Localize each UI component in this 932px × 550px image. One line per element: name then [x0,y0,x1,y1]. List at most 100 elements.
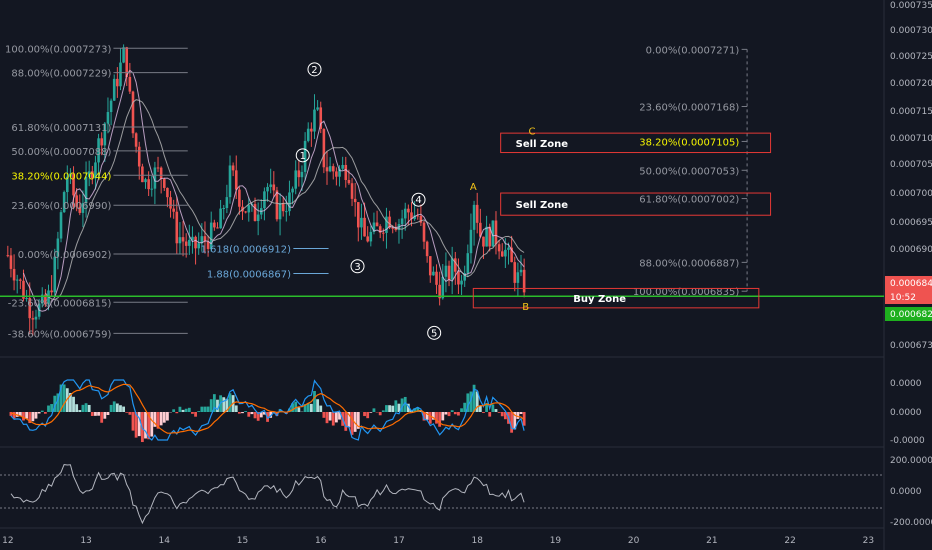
macd-histogram-bar [469,391,473,412]
macd-histogram-bar [472,384,476,412]
candle-body [153,167,157,189]
cci-pane[interactable] [0,464,884,525]
candle-body [485,226,488,247]
macd-histogram-bar [191,412,194,414]
macd-histogram-bar [175,412,179,414]
candle-body [441,276,445,299]
macd-histogram-bar [303,404,307,412]
candle-body [432,271,435,276]
candle-body [159,167,163,179]
candle-body [316,107,319,110]
candle-body [231,165,235,171]
candle-body [272,184,276,191]
fib-right-label: 23.60%(0.0007168) [639,103,739,114]
wave-label: 1 [300,151,306,162]
time-axis-label: 17 [393,536,404,546]
macd-histogram-bar [69,392,72,412]
macd-histogram-bar [313,390,316,412]
fib-right-label: 0.00%(0.0007271) [646,45,740,56]
candle-body [306,128,310,141]
price-axis-label: 0.0006845 [890,279,932,289]
wave-label: 3 [354,262,360,273]
macd-histogram-bar [50,404,54,412]
candle-body [416,215,420,217]
candle-body [488,226,492,247]
candle-body [479,222,482,237]
macd-histogram-bar [178,406,182,412]
macd-histogram-bar [413,408,417,412]
macd-histogram-bar [475,391,479,412]
ma-fast-line [23,69,525,312]
candle-body [100,138,103,146]
candle-body [91,171,94,179]
candle-body [347,179,351,184]
macd-histogram-bar [209,399,213,412]
macd-histogram-bar [450,410,454,412]
candle-body [56,238,60,257]
macd-histogram-bar [435,412,438,424]
candle-body [122,47,125,63]
candle-body [294,170,298,189]
macd-signal-line [10,383,525,434]
candle-body [428,256,432,276]
candle-body [188,239,191,246]
time-axis-label: 19 [550,536,562,546]
candle-body [216,227,219,229]
candle-body [303,140,307,172]
candle-body [59,212,63,239]
macd-histogram-bar [203,406,207,412]
macd-histogram-bar [159,412,163,426]
candle-body [253,204,257,222]
price-axis-label: 10:52 [890,293,916,303]
macd-histogram-bar [497,412,501,413]
candle-body [450,258,454,280]
fib-right-label: 61.80%(0.0007002) [639,195,739,206]
macd-histogram-bar [397,403,401,412]
trade-zone-label: Sell Zone [516,139,569,150]
candle-body [297,170,301,178]
candle-body [156,167,160,169]
candle-body [350,183,354,199]
fib-right-label: 50.00%(0.0007053) [639,166,739,177]
macd-histogram-bar [137,412,141,437]
fib-left-label: 23.60%(0.0006990) [11,201,111,212]
candle-body [172,208,175,212]
macd-histogram-bar [62,384,66,412]
candle-body [281,202,285,212]
candle-body [169,197,172,209]
candle-body [425,241,429,257]
candle-body [288,192,291,212]
macd-histogram-bar [516,412,520,419]
candle-body [510,247,513,263]
candle-body [137,146,141,167]
candle-body [319,107,323,129]
macd-histogram-bar [56,393,60,412]
fib-right-label: 88.00%(0.0006887) [639,258,739,269]
macd-histogram-bar [97,412,100,416]
wave-label: 4 [415,195,421,206]
macd-pane[interactable] [9,379,526,443]
candle-body [69,173,72,177]
macd-histogram-bar [275,412,279,417]
price-pane[interactable]: 100.00%(0.0007273) 88.00%(0.0007229) 61.80… [0,44,884,340]
wave-label-circle [411,192,426,207]
time-axis-label: 16 [315,536,327,546]
macd-histogram-bar [400,398,404,412]
candle-body [472,204,476,230]
candle-body [375,222,379,227]
macd-histogram-bar [347,412,351,428]
candle-body [403,208,407,219]
cci-axis-label: 200.0000 [890,456,932,466]
candle-body [40,294,44,304]
macd-histogram-bar [100,412,104,423]
macd-histogram-bar [441,412,445,421]
candle-body [322,128,326,168]
candle-body [62,192,66,213]
macd-axis-label: -0.0000 [890,436,925,446]
macd-histogram-bar [247,412,251,417]
macd-histogram-bar [338,412,341,420]
candle-body [78,206,82,213]
candle-body [94,162,97,179]
macd-histogram-bar [482,412,485,413]
